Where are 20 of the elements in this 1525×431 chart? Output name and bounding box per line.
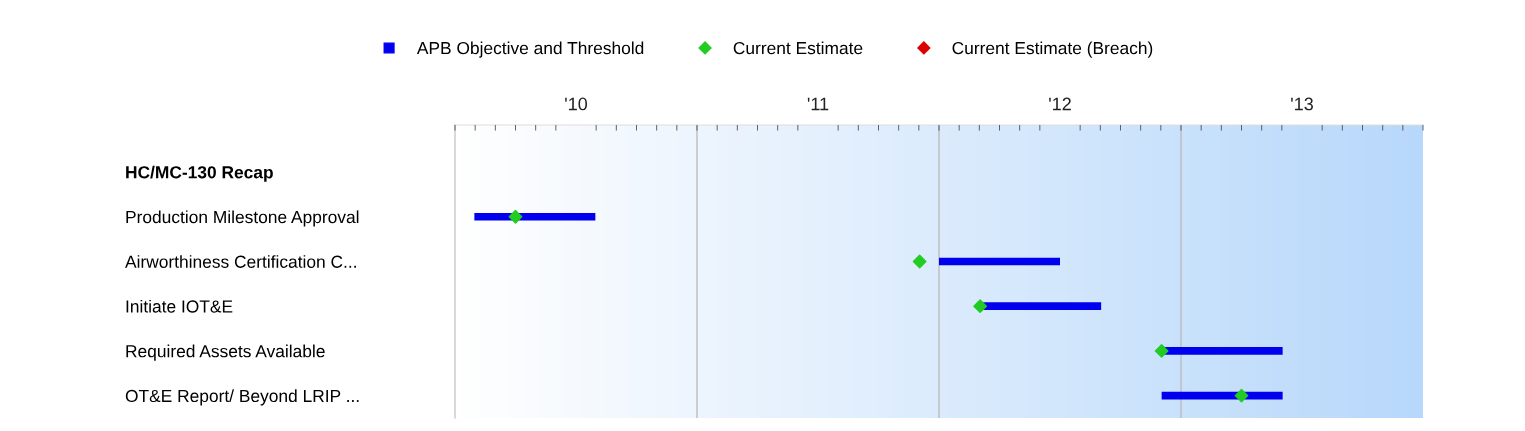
- bar: [939, 257, 1060, 266]
- y-tick-label: Airworthiness Certification C...: [125, 255, 356, 268]
- x-tick-label: '12: [1049, 97, 1071, 111]
- bar: [474, 212, 596, 221]
- legend-label: Current Estimate: [733, 41, 863, 55]
- y-tick-label: HC/MC-130 Recap: [126, 165, 273, 182]
- x-tick-label: '13: [1291, 97, 1313, 111]
- point: [1234, 388, 1249, 403]
- x-tick-label: '11: [807, 97, 829, 111]
- point: [912, 254, 927, 269]
- y-tick-label: Initiate IOT&E: [126, 299, 233, 313]
- legend-label: APB Objective and Threshold: [416, 41, 644, 58]
- y-tick-label: Production Milestone Approval: [126, 210, 359, 227]
- y-tick-label: Required Assets Available: [126, 344, 325, 361]
- y-tick-label: OT&E Report/ Beyond LRIP ...: [125, 389, 359, 406]
- legend-label: Current Estimate (Breach): [952, 41, 1153, 58]
- x-tick-label: '10: [565, 97, 588, 111]
- point: [508, 209, 523, 224]
- point: [973, 299, 988, 314]
- point: [1154, 343, 1169, 358]
